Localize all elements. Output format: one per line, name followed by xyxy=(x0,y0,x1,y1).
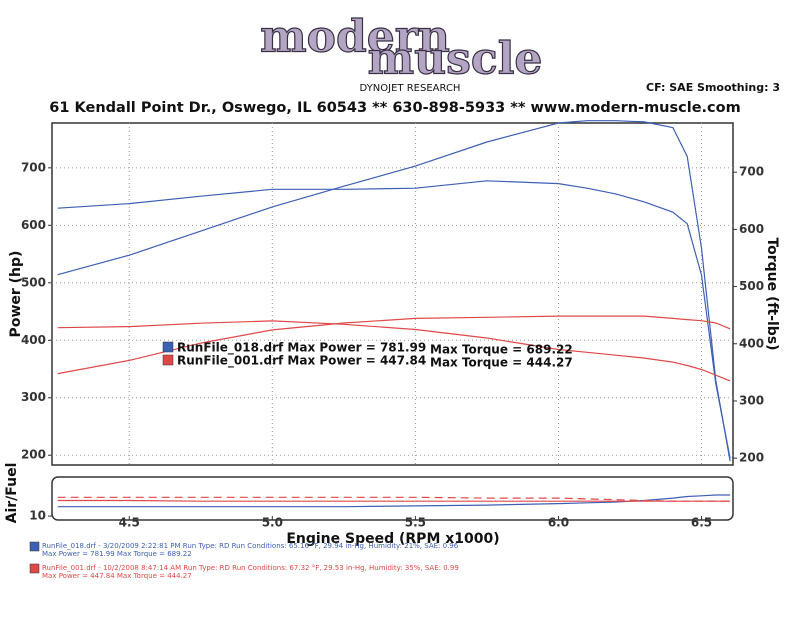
y-tick-label: 700 xyxy=(21,160,46,174)
series-line xyxy=(57,494,731,508)
series-line xyxy=(57,180,731,459)
y2-axis-title: Torque (ft-lbs) xyxy=(764,237,780,350)
series-line xyxy=(57,499,731,502)
y-tick-label: 400 xyxy=(21,333,46,347)
logo-top: modern xyxy=(260,12,450,63)
afr-axis-title: Air/Fuel xyxy=(4,463,20,524)
settings: CF: SAE Smoothing: 3 xyxy=(646,81,780,94)
plot-frame xyxy=(51,122,734,466)
y2-tick-label: 300 xyxy=(739,393,764,407)
footer-swatch xyxy=(29,563,40,574)
series-line xyxy=(57,315,731,375)
footer-run: RunFile_001.drf - 10/2/2008 8:47:14 AM R… xyxy=(42,564,459,572)
series-line xyxy=(57,120,731,462)
x-tick-label: 4.5 xyxy=(119,516,140,530)
y-tick-label: 10 xyxy=(29,509,46,523)
legend-power: RunFile_001.drf Max Power = 447.84 xyxy=(177,354,426,369)
y-tick-label: 600 xyxy=(21,218,46,232)
afr-frame xyxy=(51,476,734,521)
legend-power: RunFile_018.drf Max Power = 781.99 xyxy=(177,341,426,356)
footer-swatch xyxy=(29,541,40,552)
y-tick-label: 200 xyxy=(21,448,46,462)
y2-tick-label: 600 xyxy=(739,222,764,236)
legend-torque: Max Torque = 444.27 xyxy=(430,356,573,370)
x-tick-label: 5.5 xyxy=(405,516,426,530)
y2-tick-label: 700 xyxy=(739,165,764,179)
legend-swatch xyxy=(162,354,174,366)
y2-tick-label: 400 xyxy=(739,336,764,350)
address: 61 Kendall Point Dr., Oswego, IL 60543 *… xyxy=(49,100,740,116)
x-tick-label: 6.5 xyxy=(691,516,712,530)
legend-swatch xyxy=(162,341,174,353)
footer-max: Max Power = 447.84 Max Torque = 444.27 xyxy=(42,572,192,580)
x-tick-label: 6.0 xyxy=(548,516,569,530)
y2-tick-label: 500 xyxy=(739,279,764,293)
footer-run: RunFile_018.drf - 3/20/2009 2:22:81 PM R… xyxy=(42,542,459,550)
y-tick-label: 300 xyxy=(21,390,46,404)
logo-bottom: muscle xyxy=(368,34,543,85)
y2-tick-label: 200 xyxy=(739,451,764,465)
y-tick-label: 500 xyxy=(21,275,46,289)
company: DYNOJET RESEARCH xyxy=(360,83,461,94)
footer-max: Max Power = 781.99 Max Torque = 689.22 xyxy=(42,550,192,558)
y-axis-title: Power (hp) xyxy=(8,251,24,338)
x-tick-label: 5.0 xyxy=(262,516,283,530)
series-line xyxy=(57,320,731,382)
legend-torque: Max Torque = 689.22 xyxy=(430,343,573,357)
x-axis-title: Engine Speed (RPM x1000) xyxy=(286,531,499,547)
